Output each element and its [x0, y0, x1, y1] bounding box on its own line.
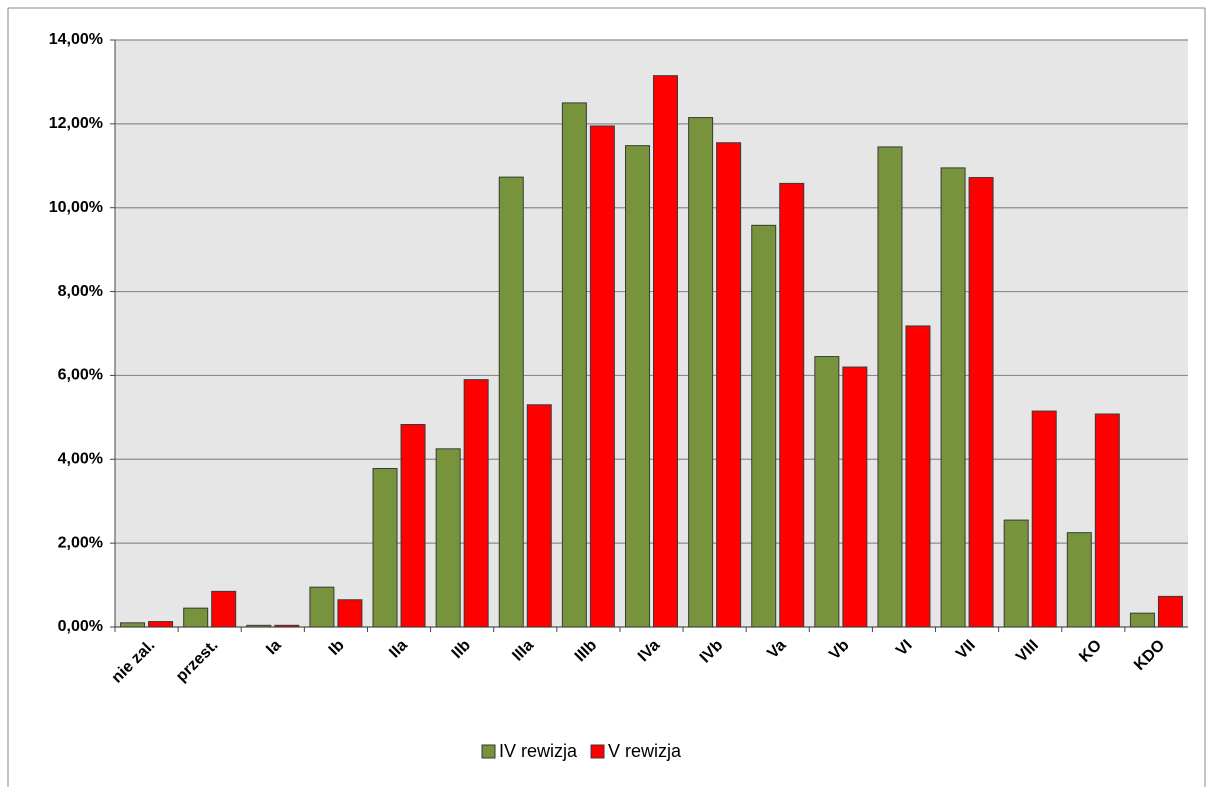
legend-label: IV rewizja	[499, 741, 578, 761]
bar	[1129, 612, 1155, 628]
x-tick-label: VIII	[1013, 637, 1042, 666]
x-tick-label: IIIb	[572, 637, 601, 666]
legend-swatch	[481, 744, 496, 759]
x-tick-label: przest.	[173, 637, 222, 686]
bar	[653, 75, 678, 628]
x-tick-label: IIb	[449, 637, 474, 662]
bar	[1157, 595, 1183, 628]
bar	[435, 448, 461, 628]
bar	[246, 624, 272, 628]
bar	[751, 224, 777, 628]
legend-label: V rewizja	[608, 741, 682, 761]
y-tick-label: 8,00%	[58, 283, 103, 300]
bar	[400, 423, 426, 628]
x-tick-label: IIIa	[509, 637, 537, 665]
x-tick-label: nie zal.	[109, 637, 159, 687]
x-tick-label: IVb	[697, 637, 727, 667]
y-tick-label: 14,00%	[49, 31, 103, 48]
bar	[120, 622, 146, 628]
bar	[1094, 413, 1120, 628]
bar	[625, 145, 650, 628]
bar	[779, 182, 805, 628]
x-tick-label: Ia	[263, 637, 285, 659]
y-tick-label: 12,00%	[49, 115, 103, 132]
bar	[877, 146, 903, 628]
bar	[905, 325, 931, 628]
x-tick-label: Ib	[326, 637, 348, 659]
y-tick-label: 6,00%	[58, 367, 103, 384]
bar	[814, 356, 840, 628]
x-tick-label: Vb	[826, 637, 853, 664]
bar	[561, 102, 587, 628]
bar	[1066, 532, 1092, 628]
x-tick-label: Va	[764, 637, 789, 662]
y-tick-label: 0,00%	[58, 618, 103, 635]
bar	[148, 621, 174, 628]
bar	[309, 586, 335, 628]
x-tick-label: VII	[953, 637, 979, 663]
y-tick-label: 2,00%	[58, 534, 103, 551]
legend-swatch	[590, 744, 605, 759]
bar	[1003, 519, 1029, 628]
bar	[337, 599, 363, 628]
bar	[498, 176, 524, 628]
bar	[940, 167, 966, 628]
bar	[211, 590, 237, 628]
bar	[968, 177, 994, 628]
bar	[688, 117, 714, 628]
bar	[526, 404, 552, 628]
y-tick-label: 4,00%	[58, 451, 103, 468]
x-tick-label: IVa	[635, 637, 663, 665]
y-tick-label: 10,00%	[49, 199, 103, 216]
bar	[183, 607, 209, 628]
bar	[372, 468, 398, 628]
bar	[1031, 410, 1057, 628]
x-tick-label: IIa	[386, 637, 411, 662]
bar	[716, 142, 742, 628]
bar	[842, 366, 868, 628]
bar	[463, 379, 489, 628]
x-tick-label: KDO	[1131, 637, 1168, 674]
x-tick-label: VI	[893, 637, 916, 660]
bar	[274, 624, 300, 628]
bar	[589, 125, 615, 628]
x-tick-label: KO	[1076, 637, 1105, 666]
